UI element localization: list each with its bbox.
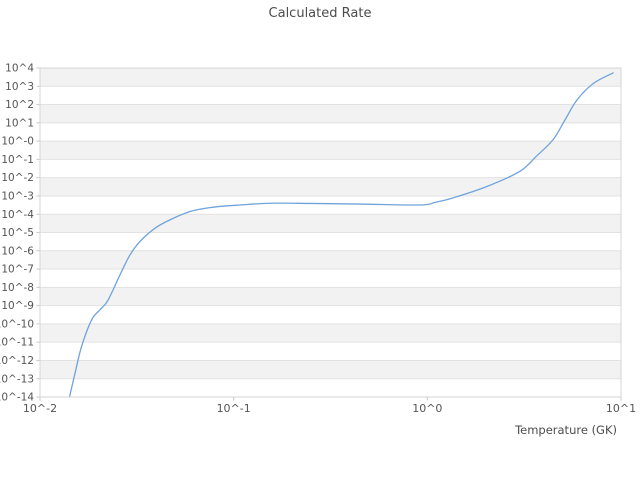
- x-axis-label: Temperature (GK): [514, 423, 617, 437]
- grid-band: [40, 122, 621, 142]
- grid-band: [40, 360, 621, 379]
- y-tick-label: 10^-8: [1, 282, 34, 294]
- grid-band: [40, 104, 621, 123]
- grid-band: [40, 378, 621, 397]
- grid-band: [40, 141, 621, 160]
- y-tick-label: 10^-12: [0, 355, 34, 367]
- grid-band: [40, 232, 621, 251]
- y-tick-label: 10^-5: [1, 227, 34, 239]
- y-tick-label: 10^-11: [0, 337, 34, 349]
- x-tick-label: 10^-2: [23, 402, 57, 415]
- y-tick-label: 10^-2: [1, 172, 34, 184]
- y-tick-label: 10^-1: [1, 154, 34, 166]
- y-tick-label: 10^-4: [1, 209, 34, 221]
- y-tick-label: 10^1: [5, 117, 34, 129]
- y-tick-label: 10^3: [5, 81, 34, 93]
- y-tick-label: 10^-13: [0, 373, 34, 385]
- y-tick-label: 10^-6: [1, 245, 34, 257]
- grid-band: [40, 214, 621, 233]
- y-tick-label: 10^-0: [1, 136, 34, 148]
- y-tick-label: 10^-10: [0, 318, 34, 330]
- y-tick-label: 10^2: [5, 99, 34, 111]
- grid-band: [40, 86, 621, 105]
- grid-band: [40, 269, 621, 288]
- y-tick-label: 10^-3: [1, 191, 34, 203]
- grid-band: [40, 250, 621, 270]
- x-tick-label: 10^0: [412, 402, 442, 415]
- x-tick-label: 10^1: [606, 402, 636, 415]
- chart-title: Calculated Rate: [269, 6, 372, 21]
- grid-band: [40, 287, 621, 306]
- grid-band: [40, 68, 621, 87]
- y-tick-label: 10^-7: [1, 264, 34, 276]
- y-tick-label: 10^4: [5, 63, 34, 75]
- grid-band: [40, 195, 621, 215]
- x-tick-label: 10^-1: [217, 402, 251, 415]
- y-tick-label: 10^-14: [0, 392, 34, 404]
- plot-border: [39, 67, 622, 398]
- grid-band: [40, 305, 621, 324]
- plot-area: 10^4 10^3 10^2 10^1 10^-0 10^-1 10^-2 10^-3 10^-…: [0, 63, 636, 415]
- grid-band: [40, 159, 621, 178]
- y-tick-label: 10^-9: [1, 300, 34, 312]
- grid-band: [40, 323, 621, 343]
- grid-band: [40, 177, 621, 196]
- grid-band: [40, 342, 621, 361]
- rate-curve: [68, 72, 614, 398]
